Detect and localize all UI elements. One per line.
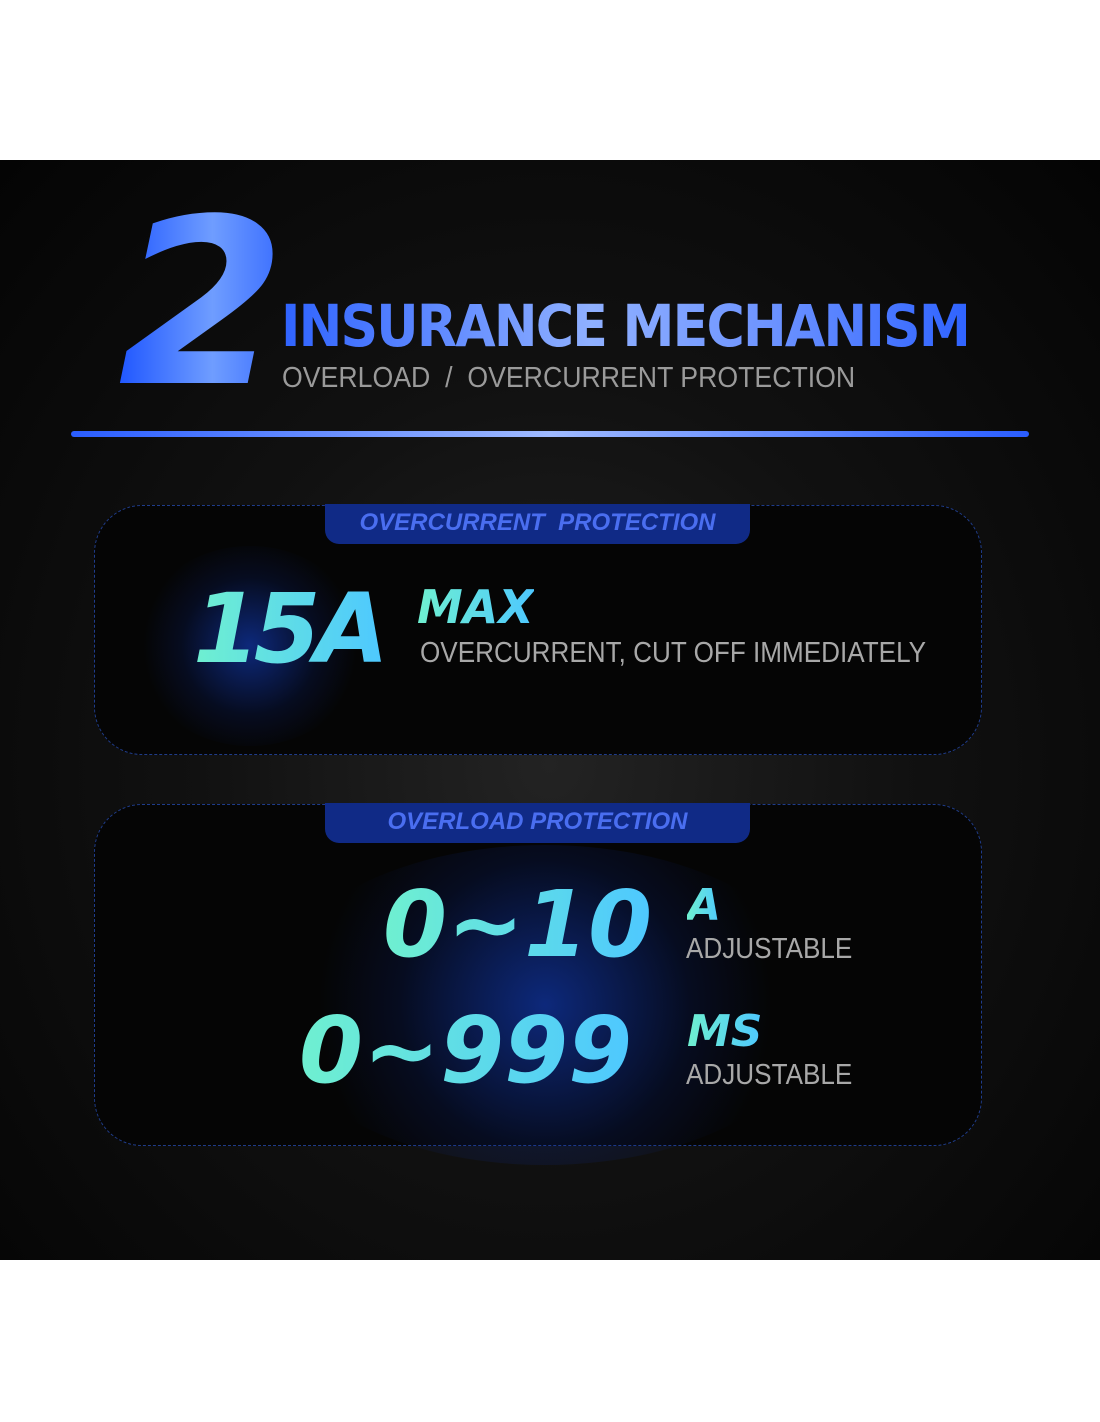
glow — [265, 845, 825, 1165]
overcurrent-value: 15A — [193, 573, 389, 685]
infographic-panel: 2 INSURANCE MECHANISM OVERLOAD / OVERCUR… — [0, 160, 1100, 1260]
time-note: ADJUSTABLE — [686, 1059, 853, 1091]
overcurrent-tab: OVERCURRENT PROTECTION — [325, 504, 750, 544]
time-unit: MS — [687, 1006, 763, 1057]
glow — [135, 546, 365, 746]
current-range-value: 0~10 — [383, 871, 653, 978]
current-note: ADJUSTABLE — [686, 933, 853, 965]
page-subtitle: OVERLOAD / OVERCURRENT PROTECTION — [282, 362, 856, 394]
overcurrent-card: OVERCURRENT PROTECTION 15A MAX OVERCURRE… — [94, 504, 982, 755]
time-range-value: 0~999 — [299, 997, 633, 1104]
divider — [71, 431, 1029, 437]
section-number: 2 — [118, 171, 286, 438]
overload-tab: OVERLOAD PROTECTION — [325, 803, 750, 843]
overcurrent-description: OVERCURRENT, CUT OFF IMMEDIATELY — [420, 637, 927, 669]
current-unit: A — [687, 880, 722, 931]
overcurrent-unit: MAX — [417, 580, 534, 634]
overload-card: OVERLOAD PROTECTION 0~10 A ADJUSTABLE 0~… — [94, 803, 982, 1165]
page-title: INSURANCE MECHANISM — [281, 292, 971, 360]
